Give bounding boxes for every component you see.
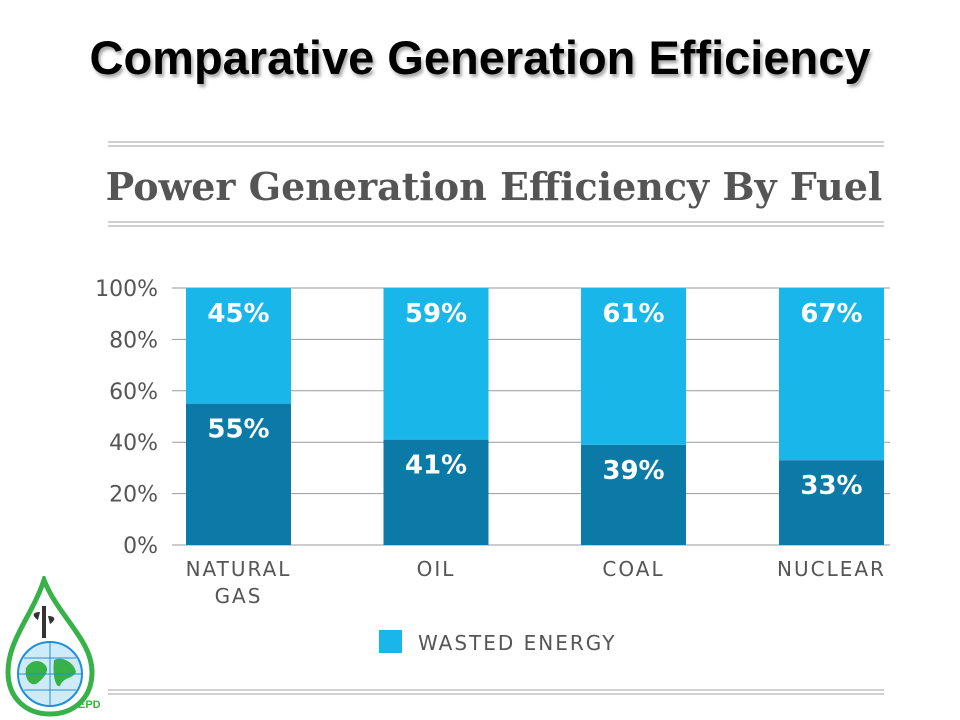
legend-swatch-wasted-energy [379, 630, 402, 653]
chart-frame-rules [108, 141, 884, 695]
data-label: 33% [800, 471, 862, 501]
y-tick-label: 0% [123, 534, 158, 559]
data-label: 61% [602, 299, 664, 329]
bar-segment-used [581, 444, 686, 545]
y-tick-label: 80% [109, 328, 158, 353]
x-axis-categories: NATURAL GAS OIL COAL NUCLEAR [186, 557, 886, 608]
chart-bars [186, 288, 884, 545]
y-tick-label: 20% [109, 483, 158, 508]
logo-globe-grid [18, 642, 82, 706]
legend-label-wasted-energy: WASTED ENERGY [418, 631, 617, 655]
bar-segment-wasted [779, 288, 884, 461]
bar-segment-used [186, 403, 291, 545]
data-label: 45% [207, 299, 269, 329]
logo-globe-land [25, 658, 76, 687]
x-category-label: NUCLEAR [777, 557, 886, 581]
y-tick-label: 100% [95, 277, 158, 302]
y-tick-label: 60% [109, 380, 158, 405]
chart-legend: WASTED ENERGY [379, 630, 617, 655]
x-category-label: NATURAL [186, 557, 292, 581]
x-category-label: GAS [215, 584, 263, 608]
logo-text: EPD [78, 699, 101, 711]
bar-segment-wasted [186, 288, 291, 404]
bar-segment-wasted [581, 288, 686, 445]
y-axis-ticks: 0% 20% 40% 60% 80% 100% [95, 277, 158, 559]
data-label: 41% [405, 451, 467, 481]
data-label: 67% [800, 299, 862, 329]
slide-title: Comparative Generation Efficiency [89, 31, 871, 84]
x-category-label: COAL [602, 557, 664, 581]
data-labels: 55% 45% 41% 59% 39% 61% 33% 67% [207, 299, 862, 501]
logo-plant-icon [33, 606, 55, 638]
epd-logo: EPD [5, 576, 101, 717]
data-label: 55% [207, 415, 269, 445]
bar-segment-wasted [383, 288, 489, 440]
data-label: 39% [602, 456, 664, 486]
data-label: 59% [405, 299, 467, 329]
y-tick-label: 40% [109, 431, 158, 456]
x-category-label: OIL [417, 557, 456, 581]
chart-title: Power Generation Efficiency By Fuel [106, 164, 883, 209]
bar-segment-used [383, 439, 489, 545]
chart-gridlines [172, 287, 890, 546]
bar-segment-used [779, 460, 884, 545]
